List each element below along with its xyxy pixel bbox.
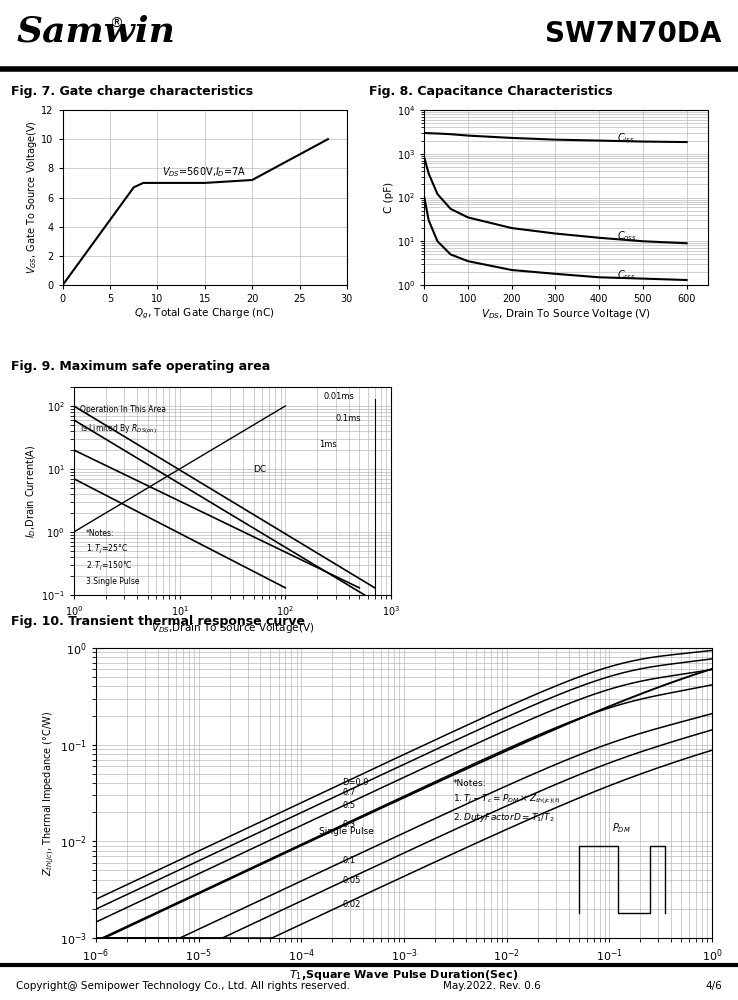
Text: Fig. 9. Maximum safe operating area: Fig. 9. Maximum safe operating area [11, 360, 270, 373]
Text: $V_{DS}$=560V,$I_D$=7A: $V_{DS}$=560V,$I_D$=7A [162, 165, 246, 179]
X-axis label: $T_1$,Square Wave Pulse Duration(Sec): $T_1$,Square Wave Pulse Duration(Sec) [289, 968, 519, 982]
Text: Fig. 10. Transient thermal response curve: Fig. 10. Transient thermal response curv… [11, 615, 305, 628]
Y-axis label: $V_{GS}$, Gate To Source Voltage(V): $V_{GS}$, Gate To Source Voltage(V) [24, 121, 38, 274]
Text: 0.05: 0.05 [342, 876, 361, 885]
Text: $C_{oss}$: $C_{oss}$ [617, 229, 637, 243]
Text: Fig. 8. Capacitance Characteristics: Fig. 8. Capacitance Characteristics [369, 85, 613, 98]
Y-axis label: $I_D$,Drain Current(A): $I_D$,Drain Current(A) [24, 444, 38, 538]
Text: $C_{rss}$: $C_{rss}$ [617, 269, 635, 282]
X-axis label: $V_{DS}$,Drain To Source Voltage(V): $V_{DS}$,Drain To Source Voltage(V) [151, 621, 314, 635]
Y-axis label: $Z_{th(jc)}$, Thermal Impedance (°C/W): $Z_{th(jc)}$, Thermal Impedance (°C/W) [42, 710, 57, 876]
Text: Fig. 7. Gate charge characteristics: Fig. 7. Gate charge characteristics [11, 85, 253, 98]
Text: 0.1: 0.1 [342, 856, 356, 865]
Text: *Notes:
$1.T_j$=25°C
$2.T_j$=150°C
3.Single Pulse: *Notes: $1.T_j$=25°C $2.T_j$=150°C 3.Sin… [86, 529, 139, 586]
Text: ®: ® [109, 17, 123, 31]
Text: $C_{iss}$: $C_{iss}$ [617, 132, 635, 145]
Text: 1ms: 1ms [320, 440, 337, 449]
Text: 0.5: 0.5 [342, 801, 356, 810]
Text: 0.1ms: 0.1ms [336, 414, 362, 423]
X-axis label: $V_{DS}$, Drain To Source Voltage (V): $V_{DS}$, Drain To Source Voltage (V) [481, 307, 652, 321]
Text: 0.7: 0.7 [342, 788, 356, 797]
X-axis label: $Q_g$, Total Gate Charge (nC): $Q_g$, Total Gate Charge (nC) [134, 307, 275, 321]
Text: Single Pulse: Single Pulse [320, 827, 374, 836]
Text: Operation In This Area: Operation In This Area [80, 405, 166, 414]
Text: D=0.9: D=0.9 [342, 778, 369, 787]
Text: 0.01ms: 0.01ms [324, 392, 354, 401]
Text: Is Limited By $R_{DS(on)}$: Is Limited By $R_{DS(on)}$ [80, 422, 157, 436]
Text: Copyright@ Semipower Technology Co., Ltd. All rights reserved.: Copyright@ Semipower Technology Co., Ltd… [16, 981, 351, 991]
Text: 0.02: 0.02 [342, 900, 361, 909]
Text: 0.3: 0.3 [342, 820, 356, 829]
Y-axis label: C (pF): C (pF) [384, 182, 394, 213]
Text: *Notes:
$1.T_j - T_c = P_{DM} \times Z_{th(jc)(t)}$
$2.Duty Factor D = T_1/T_2$: *Notes: $1.T_j - T_c = P_{DM} \times Z_{… [453, 779, 561, 824]
Text: Samwin: Samwin [16, 14, 175, 48]
Text: 4/6: 4/6 [705, 981, 722, 991]
Text: SW7N70DA: SW7N70DA [545, 20, 722, 48]
Text: May.2022. Rev. 0.6: May.2022. Rev. 0.6 [443, 981, 540, 991]
Text: DC: DC [254, 465, 266, 474]
Text: $P_{DM}$: $P_{DM}$ [612, 822, 630, 835]
